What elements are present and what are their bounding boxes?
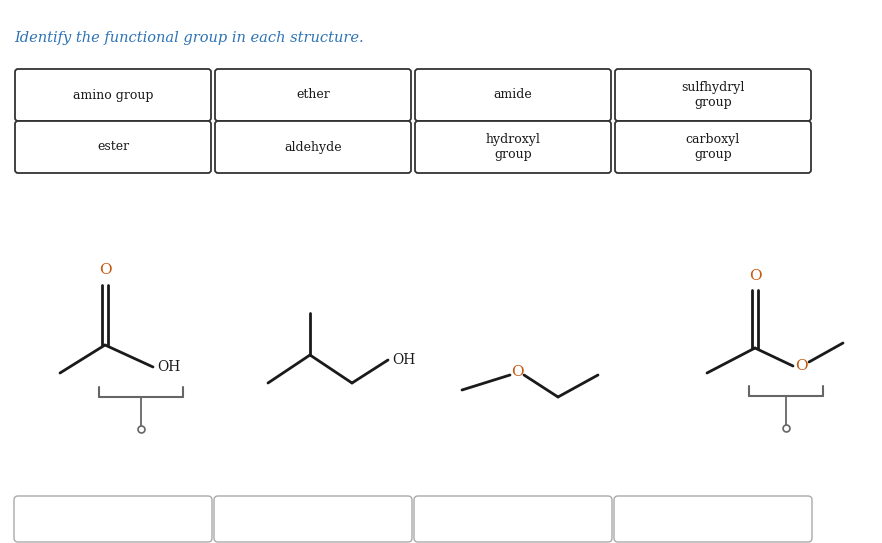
FancyBboxPatch shape bbox=[214, 496, 412, 542]
Text: carboxyl
group: carboxyl group bbox=[686, 133, 740, 161]
Text: O: O bbox=[749, 269, 761, 283]
Text: Identify the functional group in each structure.: Identify the functional group in each st… bbox=[14, 31, 363, 45]
FancyBboxPatch shape bbox=[415, 121, 611, 173]
FancyBboxPatch shape bbox=[215, 121, 411, 173]
Text: OH: OH bbox=[157, 360, 180, 374]
FancyBboxPatch shape bbox=[415, 69, 611, 121]
FancyBboxPatch shape bbox=[15, 69, 211, 121]
Text: ester: ester bbox=[97, 141, 129, 154]
Text: OH: OH bbox=[392, 353, 415, 367]
FancyBboxPatch shape bbox=[414, 496, 612, 542]
FancyBboxPatch shape bbox=[14, 496, 212, 542]
Text: amide: amide bbox=[494, 89, 533, 102]
Text: O: O bbox=[795, 359, 807, 373]
Text: aldehyde: aldehyde bbox=[284, 141, 342, 154]
Text: hydroxyl
group: hydroxyl group bbox=[486, 133, 541, 161]
FancyBboxPatch shape bbox=[614, 496, 812, 542]
FancyBboxPatch shape bbox=[215, 69, 411, 121]
Text: amino group: amino group bbox=[72, 89, 153, 102]
FancyBboxPatch shape bbox=[615, 69, 811, 121]
FancyBboxPatch shape bbox=[15, 121, 211, 173]
Text: O: O bbox=[99, 263, 111, 277]
Text: O: O bbox=[511, 365, 523, 379]
Text: ether: ether bbox=[296, 89, 330, 102]
FancyBboxPatch shape bbox=[615, 121, 811, 173]
Text: sulfhydryl
group: sulfhydryl group bbox=[681, 81, 744, 109]
